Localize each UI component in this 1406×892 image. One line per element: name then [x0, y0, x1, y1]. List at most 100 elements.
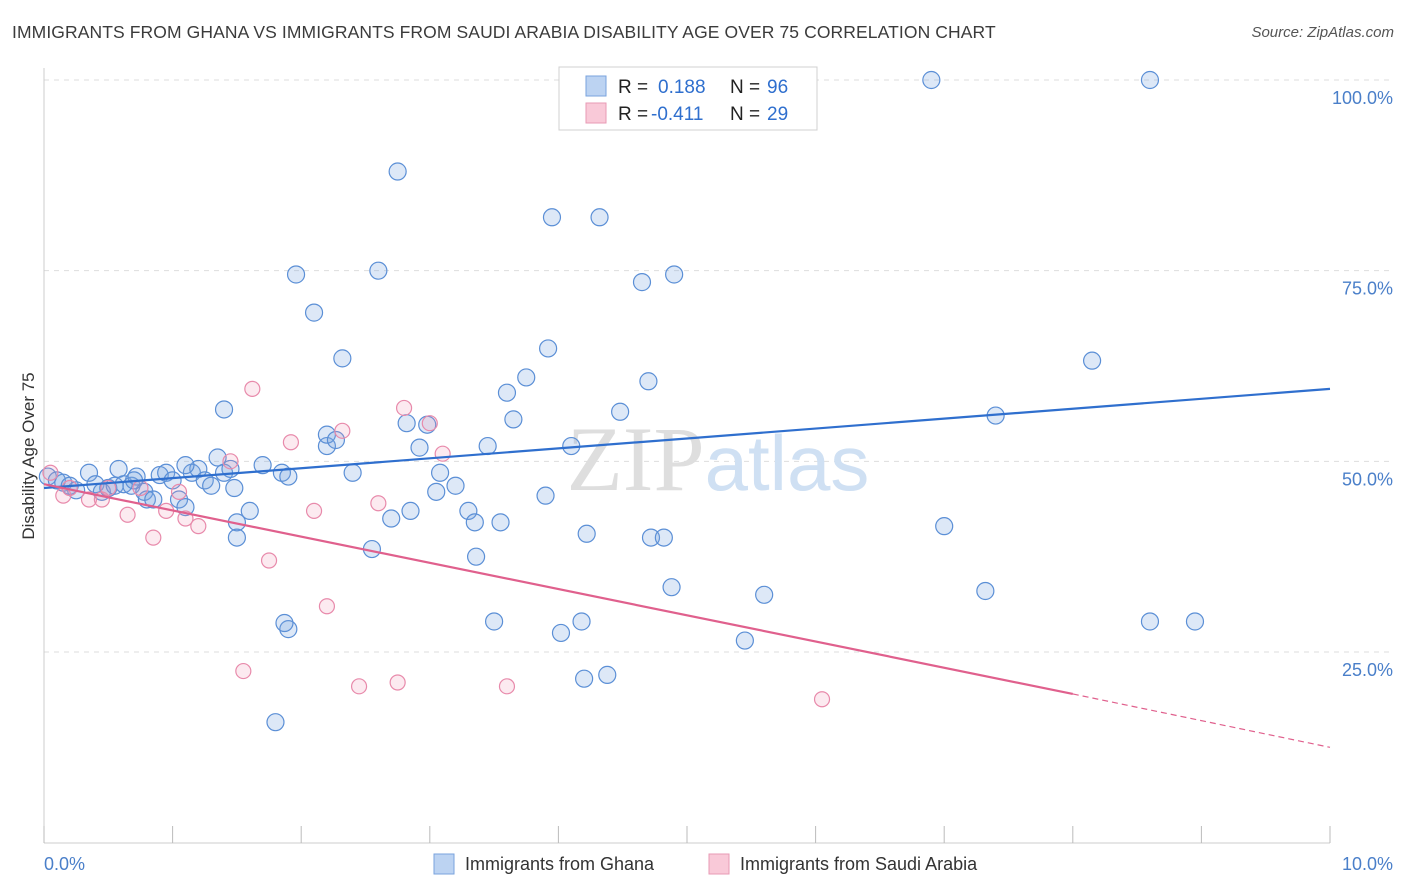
ghana-point	[459, 501, 478, 521]
ghana-point	[410, 438, 429, 457]
legend-n-label-1: N =	[730, 77, 760, 98]
ghana-point	[542, 208, 562, 227]
ghana-point	[755, 585, 774, 604]
watermark-zip: ZIP	[567, 408, 705, 510]
saudi-point	[334, 422, 351, 439]
saudi-point	[395, 399, 413, 417]
saudi-point	[244, 380, 261, 397]
saudi-point	[421, 415, 438, 432]
saudi-point	[498, 678, 516, 695]
bottom-legend-saudi: Immigrants from Saudi Arabia	[740, 854, 978, 874]
ghana-point	[504, 410, 523, 429]
ghana-point	[466, 547, 486, 566]
x-tick-label: 0.0%	[44, 854, 85, 874]
ghana-point	[577, 524, 596, 543]
ghana-point	[427, 482, 446, 501]
ghana-point	[1140, 612, 1160, 631]
ghana-point	[1082, 351, 1102, 370]
saudi-point	[170, 483, 188, 500]
legend-n-label-2: N =	[730, 104, 760, 125]
ghana-point	[253, 456, 272, 475]
y-tick-label: 100.0%	[1332, 88, 1393, 108]
grid-lines	[44, 79, 1394, 653]
saudi-point	[119, 506, 136, 523]
ghana-point	[227, 528, 246, 547]
ghana-point	[214, 400, 234, 419]
ghana-point	[266, 713, 285, 732]
bottom-legend-ghana: Immigrants from Ghana	[465, 854, 655, 874]
saudi-trend-extension	[1072, 693, 1331, 748]
watermark: ZIPatlas	[567, 408, 870, 510]
saudi-point	[389, 674, 406, 691]
stats-legend: R = 0.188 N = 96 R = -0.411 N = 29	[558, 66, 818, 131]
saudi-point	[260, 552, 278, 569]
saudi-point	[350, 678, 368, 695]
ghana-point	[976, 581, 995, 601]
saudi-point	[222, 453, 239, 470]
ghana-point	[1140, 70, 1160, 90]
saudi-point	[318, 598, 336, 615]
saudi-point	[132, 479, 149, 497]
ghana-point	[333, 349, 352, 368]
ghana-point	[935, 517, 954, 536]
saudi-point	[813, 691, 831, 708]
saudi-point	[235, 662, 252, 680]
legend-swatch-ghana	[585, 75, 607, 97]
ghana-point	[326, 430, 346, 450]
ghana-point	[536, 486, 555, 505]
ghana-point	[1185, 612, 1205, 631]
saudi-point	[42, 464, 59, 481]
bottom-legend-swatch-saudi	[708, 853, 730, 875]
ghana-point	[517, 368, 536, 387]
ghana-point	[202, 476, 221, 495]
ghana-point	[109, 459, 128, 479]
saudi-point	[145, 529, 162, 546]
ghana-point	[497, 383, 517, 402]
saudi-point	[282, 434, 300, 451]
y-tick-label: 50.0%	[1342, 469, 1393, 489]
ghana-point	[401, 501, 420, 521]
ghana-point	[144, 490, 163, 509]
trend-lines	[43, 387, 1331, 748]
ghana-point	[485, 612, 504, 631]
y-axis-label: Disability Age Over 75	[19, 372, 38, 539]
ghana-point	[176, 456, 195, 475]
legend-r-label-2: R =	[618, 104, 648, 125]
ghana-point	[539, 339, 558, 358]
bottom-legend-swatch-ghana	[433, 853, 455, 875]
ghana-point	[430, 463, 450, 482]
ghana-point	[208, 448, 227, 467]
ghana-point	[654, 528, 673, 547]
ghana-point	[304, 303, 324, 322]
watermark-atlas: atlas	[705, 419, 870, 507]
chart-title: IMMIGRANTS FROM GHANA VS IMMIGRANTS FROM…	[12, 22, 996, 42]
ghana-point	[369, 261, 388, 280]
saudi-point	[190, 518, 207, 535]
legend-r-label-1: R =	[618, 77, 648, 98]
ghana-point	[632, 273, 652, 292]
ghana-point	[922, 70, 941, 90]
legend-r-value-1: 0.188	[658, 77, 706, 98]
ghana-point	[79, 463, 99, 482]
ghana-point	[225, 478, 244, 498]
ghana-point	[662, 578, 681, 597]
tick-labels: 25.0% 50.0% 75.0% 100.0% 0.0% 10.0%	[44, 88, 1393, 874]
saudi-point	[80, 491, 98, 508]
y-tick-label: 25.0%	[1342, 660, 1393, 680]
ghana-point	[551, 623, 571, 643]
ghana-point	[735, 631, 754, 650]
saudi-points	[42, 380, 831, 708]
y-tick-label: 75.0%	[1342, 279, 1393, 299]
ghana-point	[343, 463, 362, 482]
ghana-point	[598, 665, 617, 684]
ghana-point	[388, 162, 407, 181]
ghana-point	[641, 528, 661, 547]
ghana-points	[38, 70, 1205, 732]
ghana-point	[575, 669, 594, 688]
ghana-point	[639, 372, 658, 391]
ghana-point	[572, 612, 591, 631]
saudi-point	[305, 502, 323, 520]
ghana-point	[491, 513, 510, 532]
ghana-point	[446, 476, 465, 495]
legend-swatch-saudi	[585, 102, 607, 124]
